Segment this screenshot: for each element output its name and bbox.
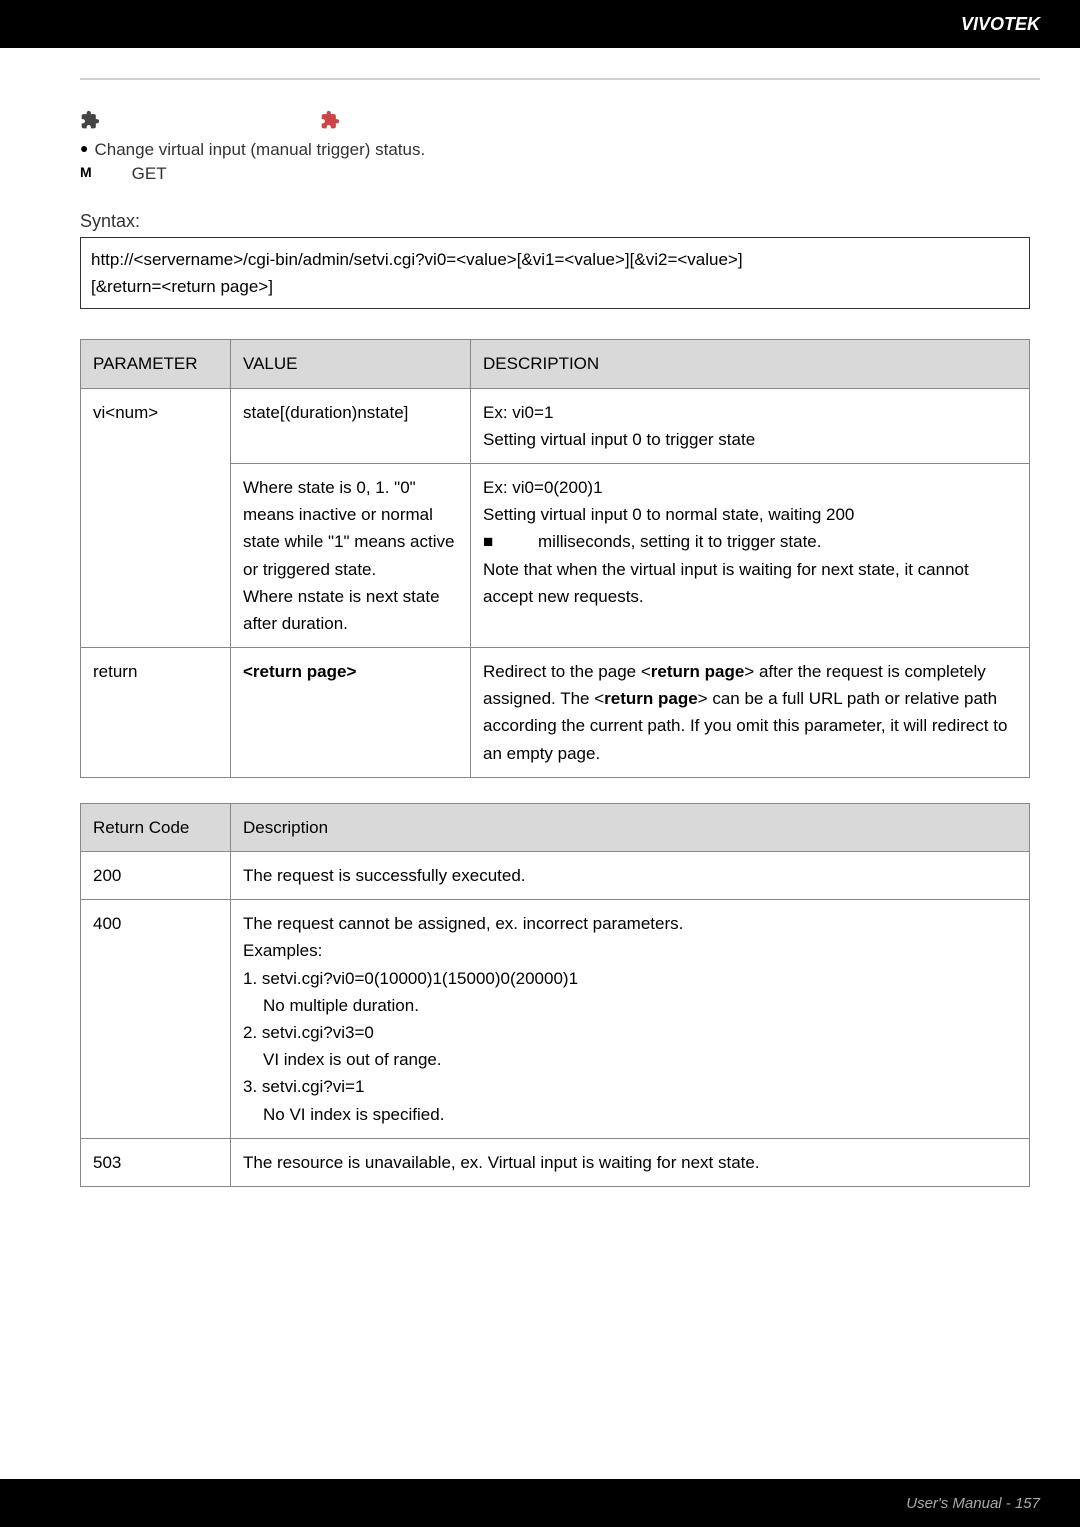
desc-line: Ex: vi0=0(200)1 xyxy=(483,478,603,497)
return-code-table: Return Code Description 200 The request … xyxy=(80,803,1030,1187)
desc-line: The request cannot be assigned, ex. inco… xyxy=(243,914,683,933)
header-description: DESCRIPTION xyxy=(471,340,1030,388)
param-description: Ex: vi0=1 Setting virtual input 0 to tri… xyxy=(471,388,1030,463)
param-name: vi<num> xyxy=(81,388,231,648)
param-description-detail: Ex: vi0=0(200)1 Setting virtual input 0 … xyxy=(471,463,1030,647)
table-row: 400 The request cannot be assigned, ex. … xyxy=(81,900,1030,1139)
header-return-code: Return Code xyxy=(81,803,231,851)
syntax-line-1: http://<servername>/cgi-bin/admin/setvi.… xyxy=(91,246,1019,273)
rc-code: 400 xyxy=(81,900,231,1139)
parameters-table: PARAMETER VALUE DESCRIPTION vi<num> stat… xyxy=(80,339,1030,777)
desc-bold: return page xyxy=(604,689,698,708)
header-bar: VIVOTEK xyxy=(0,0,1080,48)
rc-desc: The request cannot be assigned, ex. inco… xyxy=(231,900,1030,1139)
desc-text: Redirect to the page < xyxy=(483,662,651,681)
header-description: Description xyxy=(231,803,1030,851)
note-bullet-icon: ● xyxy=(80,140,88,156)
method-row: M GET xyxy=(80,164,1030,186)
syntax-box: http://<servername>/cgi-bin/admin/setvi.… xyxy=(80,237,1030,309)
syntax-line-2: [&return=<return page>] xyxy=(91,273,1019,300)
desc-line: 1. setvi.cgi?vi0=0(10000)1(15000)0(20000… xyxy=(243,969,578,988)
header-parameter: PARAMETER xyxy=(81,340,231,388)
desc-bullet-icon: ■ xyxy=(483,532,493,551)
brand-logo: VIVOTEK xyxy=(961,14,1040,35)
desc-line: Setting virtual input 0 to normal state,… xyxy=(483,505,854,524)
header-value: VALUE xyxy=(231,340,471,388)
table-row: 503 The resource is unavailable, ex. Vir… xyxy=(81,1138,1030,1186)
section-title-row xyxy=(80,110,1030,130)
puzzle-icon xyxy=(80,110,100,130)
note-text: Change virtual input (manual trigger) st… xyxy=(94,140,425,160)
desc-line: Setting virtual input 0 to trigger state xyxy=(483,430,755,449)
footer-text: User's Manual - 157 xyxy=(906,1495,1040,1512)
desc-line: Examples: xyxy=(243,941,322,960)
desc-line: Ex: vi0=1 xyxy=(483,403,553,422)
footer-bar: User's Manual - 157 xyxy=(0,1479,1080,1527)
param-value-detail: Where state is 0, 1. "0" means inactive … xyxy=(231,463,471,647)
desc-line: 2. setvi.cgi?vi3=0 xyxy=(243,1023,374,1042)
rc-code: 503 xyxy=(81,1138,231,1186)
desc-line: Note that when the virtual input is wait… xyxy=(483,560,969,606)
rc-desc: The request is successfully executed. xyxy=(231,852,1030,900)
value-line: Where nstate is next state after duratio… xyxy=(243,587,440,633)
param-description: Redirect to the page <return page> after… xyxy=(471,648,1030,778)
method-bullet-icon: M xyxy=(80,164,92,180)
method-value: GET xyxy=(132,164,167,184)
table-header-row: Return Code Description xyxy=(81,803,1030,851)
rc-code: 200 xyxy=(81,852,231,900)
table-row: 200 The request is successfully executed… xyxy=(81,852,1030,900)
desc-line: VI index is out of range. xyxy=(243,1046,1017,1073)
value-line: Where state is 0, 1. "0" means inactive … xyxy=(243,478,454,579)
note-row: ● Change virtual input (manual trigger) … xyxy=(80,140,1030,162)
page-content: ● Change virtual input (manual trigger) … xyxy=(0,80,1080,1187)
param-value: state[(duration)nstate] xyxy=(231,388,471,463)
rc-desc: The resource is unavailable, ex. Virtual… xyxy=(231,1138,1030,1186)
desc-line: No VI index is specified. xyxy=(243,1101,1017,1128)
param-name: return xyxy=(81,648,231,778)
table-header-row: PARAMETER VALUE DESCRIPTION xyxy=(81,340,1030,388)
param-value: <return page> xyxy=(231,648,471,778)
puzzle-icon-2 xyxy=(320,110,340,130)
syntax-label: Syntax: xyxy=(80,211,1030,232)
desc-bold: return page xyxy=(651,662,745,681)
desc-line: 3. setvi.cgi?vi=1 xyxy=(243,1077,364,1096)
desc-line: No multiple duration. xyxy=(243,992,1017,1019)
table-row: vi<num> state[(duration)nstate] Ex: vi0=… xyxy=(81,388,1030,463)
desc-line: milliseconds, setting it to trigger stat… xyxy=(538,532,821,551)
table-row: return <return page> Redirect to the pag… xyxy=(81,648,1030,778)
